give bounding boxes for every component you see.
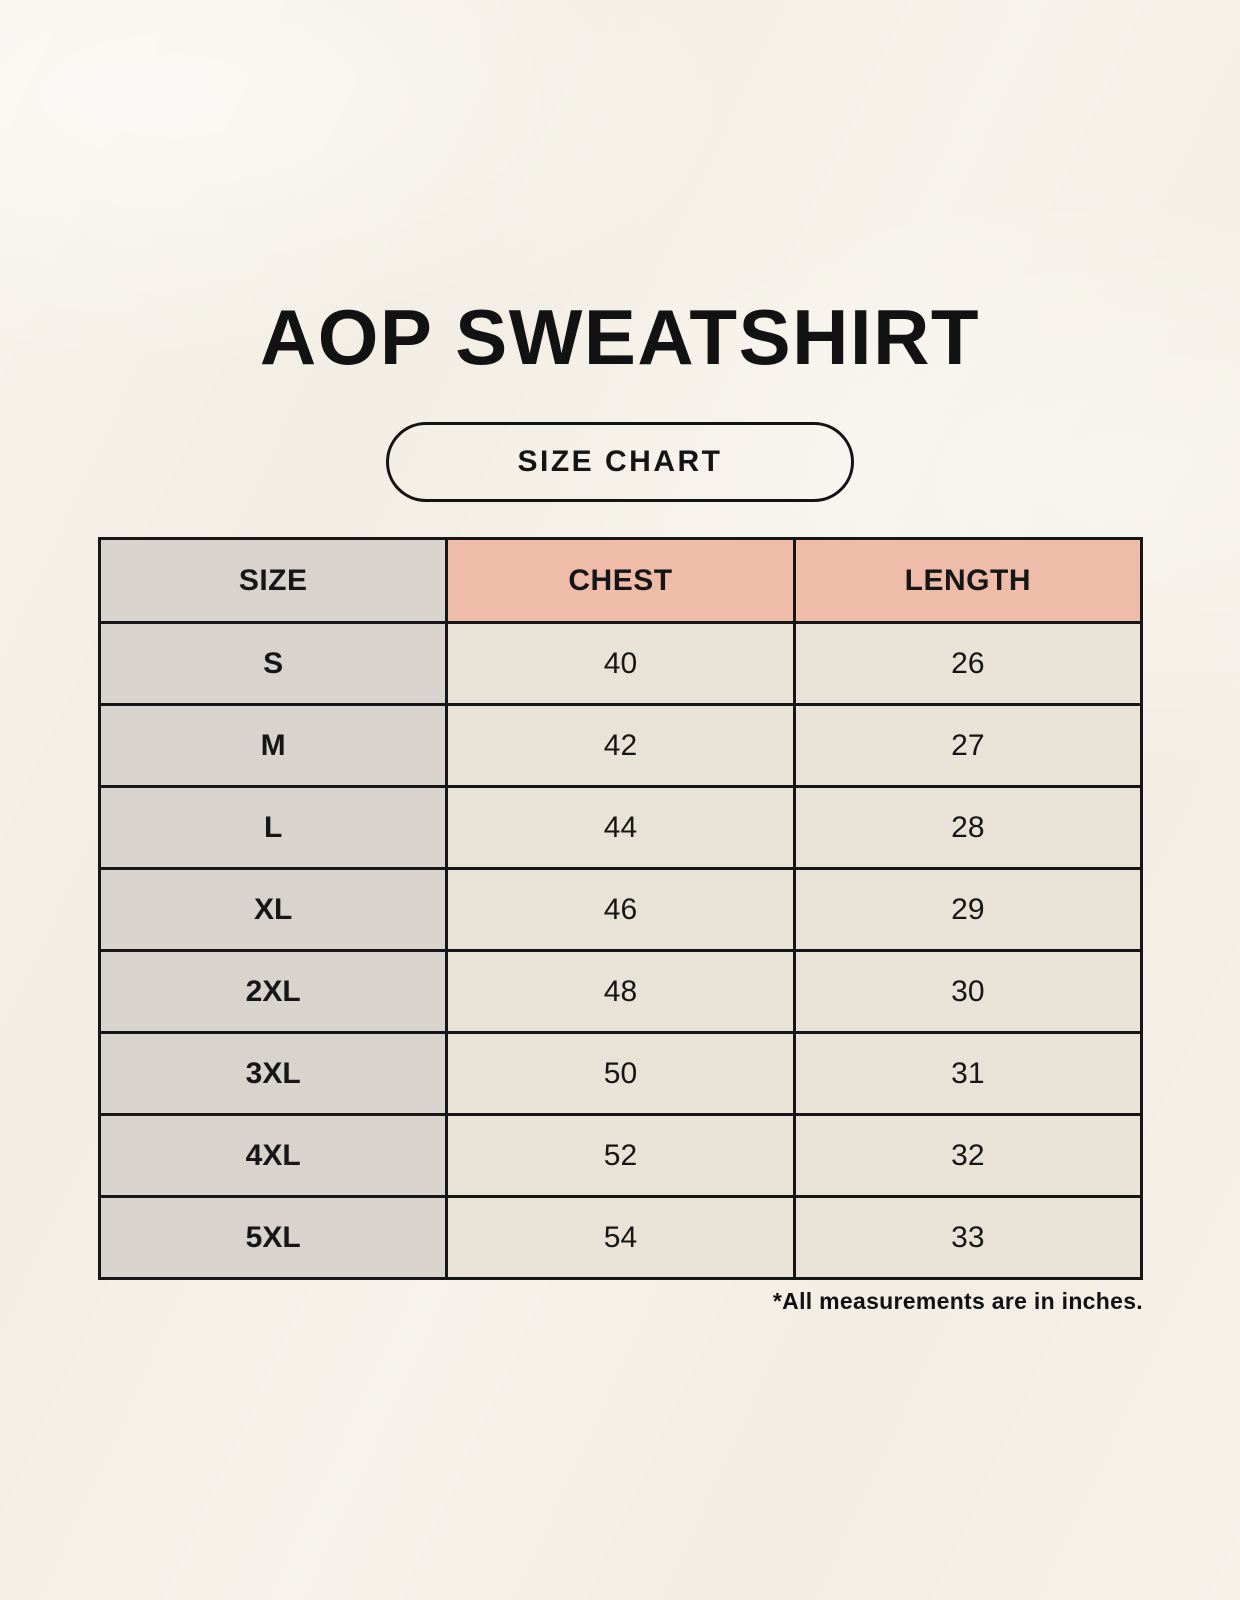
chest-cell: 54 bbox=[445, 1195, 796, 1280]
size-cell: L bbox=[97, 785, 449, 870]
chest-cell: 40 bbox=[445, 621, 796, 706]
length-cell: 28 bbox=[792, 785, 1144, 870]
size-cell: 2XL bbox=[97, 949, 449, 1034]
table-row: S 40 26 bbox=[97, 621, 1144, 706]
column-header-size: SIZE bbox=[97, 537, 449, 624]
size-chart-badge-label: SIZE CHART bbox=[517, 445, 723, 478]
table-row: 5XL 54 33 bbox=[97, 1195, 1144, 1280]
table-header-row: SIZE CHEST LENGTH bbox=[97, 537, 1144, 624]
size-cell: 4XL bbox=[97, 1113, 449, 1198]
table-row: XL 46 29 bbox=[97, 867, 1144, 952]
length-cell: 32 bbox=[792, 1113, 1144, 1198]
page-title: AOP SWEATSHIRT bbox=[259, 293, 981, 381]
chest-cell: 48 bbox=[445, 949, 796, 1034]
size-chart-table: SIZE CHEST LENGTH S 40 26 M 42 27 L 44 2… bbox=[97, 537, 1144, 1280]
size-cell: S bbox=[97, 621, 449, 706]
length-cell: 31 bbox=[792, 1031, 1144, 1116]
length-cell: 29 bbox=[792, 867, 1144, 952]
size-cell: M bbox=[97, 703, 449, 788]
column-header-length: LENGTH bbox=[792, 537, 1144, 624]
column-header-chest: CHEST bbox=[445, 537, 796, 624]
length-cell: 30 bbox=[792, 949, 1144, 1034]
table-row: 3XL 50 31 bbox=[97, 1031, 1144, 1116]
length-cell: 26 bbox=[792, 621, 1144, 706]
chest-cell: 52 bbox=[445, 1113, 796, 1198]
chest-cell: 50 bbox=[445, 1031, 796, 1116]
table-row: 2XL 48 30 bbox=[97, 949, 1144, 1034]
chest-cell: 42 bbox=[445, 703, 796, 788]
length-cell: 27 bbox=[792, 703, 1144, 788]
size-cell: XL bbox=[97, 867, 449, 952]
table-row: M 42 27 bbox=[97, 703, 1144, 788]
size-chart-badge: SIZE CHART bbox=[386, 422, 854, 502]
table-row: 4XL 52 32 bbox=[97, 1113, 1144, 1198]
chest-cell: 44 bbox=[445, 785, 796, 870]
size-cell: 3XL bbox=[97, 1031, 449, 1116]
size-cell: 5XL bbox=[97, 1195, 449, 1280]
chest-cell: 46 bbox=[445, 867, 796, 952]
length-cell: 33 bbox=[792, 1195, 1144, 1280]
table-row: L 44 28 bbox=[97, 785, 1144, 870]
measurements-footnote: *All measurements are in inches. bbox=[772, 1288, 1143, 1314]
